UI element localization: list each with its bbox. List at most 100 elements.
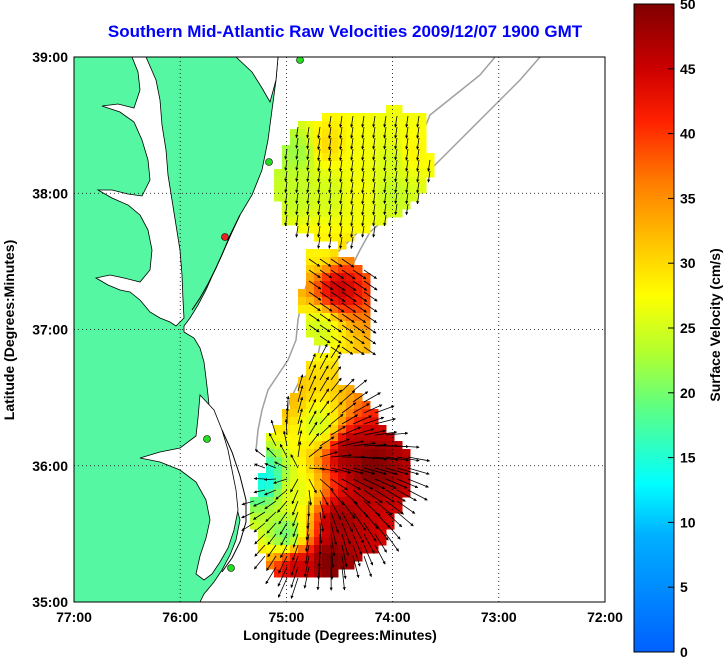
station-marker — [221, 233, 229, 241]
velocity-cell — [370, 513, 379, 522]
velocity-cell — [298, 137, 307, 146]
velocity-arrow — [407, 478, 429, 488]
velocity-cell — [330, 249, 339, 258]
velocity-cell — [338, 257, 347, 266]
velocity-arrow — [352, 478, 374, 490]
velocity-arrow — [308, 410, 317, 425]
velocity-cell — [322, 233, 331, 242]
y-tick-label: 36:00 — [32, 458, 68, 474]
velocity-cell — [306, 169, 315, 178]
velocity-cell — [330, 297, 339, 306]
velocity-cell — [306, 449, 315, 458]
velocity-cell — [346, 273, 355, 282]
velocity-cell — [362, 329, 371, 338]
velocity-cell — [266, 553, 275, 562]
velocity-cell — [338, 513, 347, 522]
velocity-arrow — [328, 214, 332, 227]
velocity-arrow — [341, 291, 357, 303]
velocity-cell — [290, 217, 299, 226]
station-marker — [227, 564, 235, 572]
velocity-cell — [298, 465, 307, 474]
velocity-arrow — [330, 324, 342, 333]
velocity-arrow — [308, 478, 317, 494]
velocity-arrow — [308, 258, 321, 267]
velocity-cell — [338, 305, 347, 314]
velocity-arrow — [372, 137, 376, 150]
velocity-arrow — [295, 126, 299, 139]
velocity-arrow — [352, 302, 367, 313]
velocity-arrow — [374, 522, 389, 541]
velocity-arrow — [352, 280, 368, 291]
velocity-arrow — [385, 533, 399, 552]
velocity-cell — [298, 185, 307, 194]
velocity-arrow — [330, 269, 345, 280]
velocity-cell — [346, 513, 355, 522]
velocity-arrow — [292, 511, 299, 527]
velocity-cell — [362, 537, 371, 546]
velocity-cell — [354, 177, 363, 186]
x-tick-label: 73:00 — [481, 609, 517, 625]
velocity-cell — [306, 153, 315, 162]
velocity-arrow — [308, 398, 317, 414]
velocity-arrow — [352, 403, 370, 414]
velocity-cell — [354, 537, 363, 546]
velocity-arrow — [319, 365, 329, 381]
velocity-arrow — [292, 544, 299, 561]
velocity-arrow — [264, 489, 277, 496]
chesapeake-bay — [94, 57, 185, 327]
velocity-arrow — [341, 426, 362, 436]
velocity-cell — [394, 473, 403, 482]
velocity-cell — [378, 113, 387, 122]
velocity-cell — [298, 161, 307, 170]
velocity-cell — [306, 129, 315, 138]
y-tick-label: 38:00 — [32, 185, 68, 201]
velocity-cell — [346, 417, 355, 426]
y-tick-label: 37:00 — [32, 322, 68, 338]
velocity-cell — [362, 113, 371, 122]
velocity-cell — [330, 497, 339, 506]
velocity-cell — [330, 169, 339, 178]
map-title: Southern Mid-Atlantic Raw Velocities 200… — [107, 22, 583, 41]
velocity-cell — [330, 265, 339, 274]
velocity-arrow — [372, 214, 376, 227]
velocity-arrow — [253, 555, 266, 570]
velocity-arrow — [416, 148, 420, 161]
velocity-cell — [338, 201, 347, 210]
velocity-cell — [290, 489, 299, 498]
velocity-cell — [362, 529, 371, 538]
velocity-cell — [370, 113, 379, 122]
velocity-cell — [298, 457, 307, 466]
velocity-cell — [338, 153, 347, 162]
velocity-cell — [290, 441, 299, 450]
velocity-arrow — [330, 355, 341, 370]
velocity-cell — [418, 169, 427, 178]
velocity-cell — [394, 489, 403, 498]
velocity-cell — [354, 393, 363, 402]
velocity-cell — [346, 193, 355, 202]
velocity-cell — [386, 193, 395, 202]
velocity-arrow — [317, 148, 321, 162]
velocity-cell — [322, 121, 331, 130]
velocity-cell — [314, 121, 323, 130]
velocity-arrow — [241, 511, 255, 519]
velocity-cell — [354, 481, 363, 490]
velocity-arrow — [328, 181, 332, 194]
velocity-cell — [330, 233, 339, 242]
velocity-cell — [306, 505, 315, 514]
velocity-arrow — [341, 500, 356, 519]
velocity-arrow — [295, 170, 299, 182]
velocity-arrow — [267, 533, 277, 546]
velocity-cell — [330, 289, 339, 298]
velocity-cell — [346, 169, 355, 178]
velocity-cell — [362, 481, 371, 490]
velocity-cell — [330, 457, 339, 466]
x-tick-label: 77:00 — [56, 609, 92, 625]
velocity-cell — [306, 177, 315, 186]
velocity-cell — [330, 145, 339, 154]
velocity-cell — [290, 537, 299, 546]
velocity-cell — [266, 473, 275, 482]
velocity-arrow — [308, 291, 322, 301]
velocity-cell — [330, 161, 339, 170]
velocity-arrow — [374, 500, 393, 516]
velocity-arrow — [352, 533, 362, 556]
